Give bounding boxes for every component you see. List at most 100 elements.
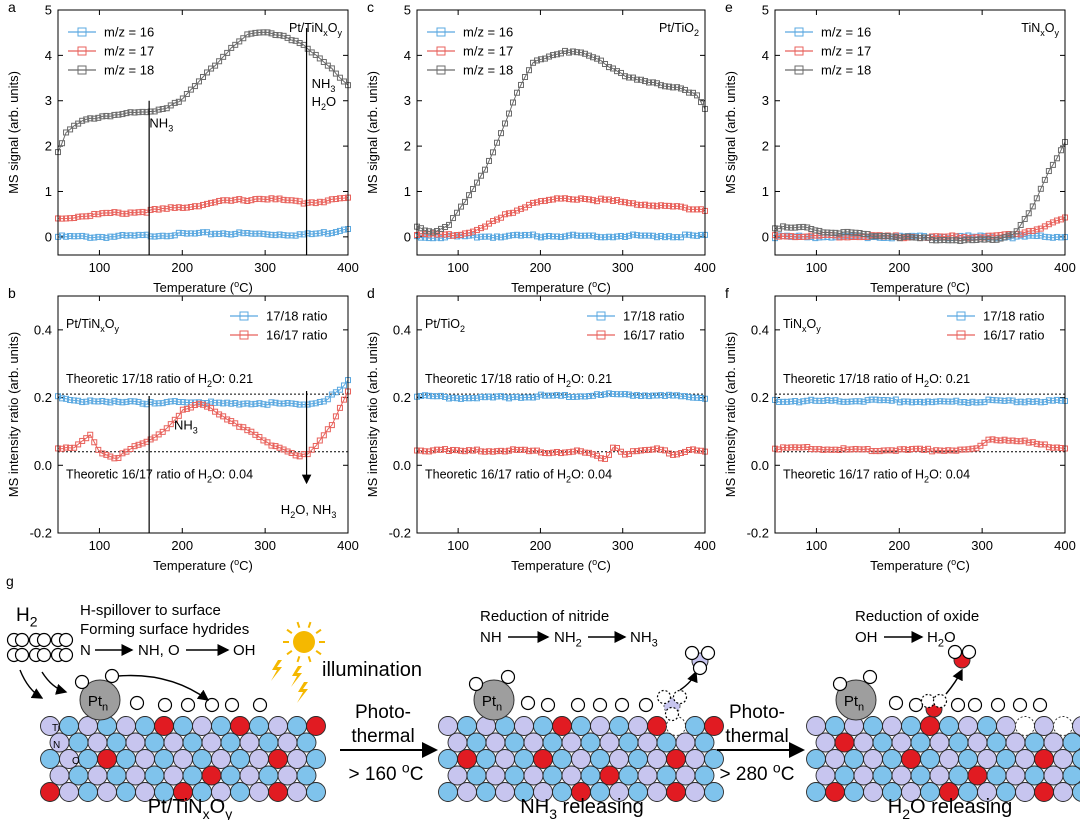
pt-atom — [473, 679, 515, 721]
x-axis-label: Temperature (oC) — [511, 557, 611, 573]
data-point — [578, 49, 584, 56]
data-point — [228, 231, 235, 238]
data-point — [252, 29, 259, 36]
lattice-atom — [514, 749, 534, 769]
pt-label: Ptn — [844, 693, 864, 714]
data-point — [989, 236, 996, 243]
data-point — [63, 129, 70, 136]
lattice-atom — [694, 732, 715, 753]
y-tick-label: 0 — [404, 229, 411, 244]
data-point — [929, 399, 936, 406]
lattice-atom — [647, 749, 667, 769]
data-point — [75, 441, 82, 448]
data-point — [195, 229, 202, 236]
data-point — [224, 416, 231, 423]
sun-icon — [283, 621, 325, 663]
arrow1-photo: Photo- — [355, 702, 411, 723]
series-line — [57, 228, 349, 239]
data-point — [91, 439, 98, 446]
data-point — [776, 233, 783, 240]
data-point — [103, 398, 110, 405]
lattice-atom — [609, 716, 629, 736]
arrow1-temp: > 160 oC — [349, 759, 424, 785]
data-point — [288, 400, 295, 407]
legend-marker — [794, 27, 804, 37]
data-point — [602, 455, 608, 462]
data-point — [510, 394, 516, 401]
data-point — [59, 395, 66, 402]
data-point — [506, 232, 512, 239]
legend-item: m/z = 17 — [68, 44, 154, 59]
data-point — [304, 451, 311, 458]
data-point — [454, 232, 460, 239]
data-point — [574, 232, 580, 239]
data-point — [602, 196, 608, 203]
data-point — [888, 233, 895, 240]
data-point — [312, 51, 319, 58]
data-point — [312, 230, 319, 237]
lattice-atom — [704, 782, 724, 802]
data-point — [670, 84, 676, 91]
legend-marker — [239, 311, 249, 321]
data-point — [678, 203, 684, 210]
lattice-atom — [996, 716, 1016, 736]
data-point — [929, 237, 936, 244]
data-point — [438, 446, 444, 453]
lattice-atom — [258, 765, 279, 786]
data-point — [224, 231, 231, 238]
lattice-atom — [580, 732, 601, 753]
lattice-atom — [230, 749, 250, 769]
data-point — [961, 237, 968, 244]
data-point — [236, 196, 243, 203]
data-point — [566, 393, 572, 400]
data-point — [570, 48, 576, 55]
data-point — [642, 447, 648, 454]
lattice-atom — [116, 716, 136, 736]
data-point — [296, 231, 303, 238]
legend-marker — [77, 46, 87, 56]
data-point — [606, 64, 612, 71]
data-point — [450, 446, 456, 453]
data-point — [1021, 215, 1028, 222]
lattice-atom — [675, 732, 696, 753]
theoretic-17-18-label: Theoretic 17/18 ratio of H2O: 0.21 — [425, 372, 612, 389]
data-point — [804, 224, 811, 231]
data-point — [780, 223, 787, 230]
data-point — [422, 448, 428, 455]
data-point — [191, 83, 198, 90]
lattice-atom — [504, 732, 525, 753]
data-point — [852, 234, 859, 241]
y-tick-label: 4 — [45, 48, 52, 63]
data-point — [252, 196, 259, 203]
hydrogen-atom — [961, 644, 977, 660]
data-point — [844, 228, 851, 235]
step3-h2o: H2O — [927, 629, 956, 650]
hydrogen-atom — [990, 697, 1006, 713]
data-point — [908, 399, 915, 406]
data-point — [546, 450, 552, 457]
data-point — [320, 229, 327, 236]
step3-title: Reduction of oxide — [855, 608, 979, 625]
caption-nh3-releasing: NH3 releasing — [520, 796, 643, 820]
data-point — [232, 196, 239, 203]
hydrogen-atom — [967, 697, 983, 713]
data-point — [776, 398, 783, 405]
data-point — [316, 399, 323, 406]
data-point — [470, 228, 476, 235]
data-point — [945, 398, 952, 405]
data-point — [646, 232, 652, 239]
data-point — [1029, 439, 1036, 446]
hydrogen-atom — [888, 695, 904, 711]
series-m-z-16 — [55, 225, 351, 241]
data-point — [111, 397, 118, 404]
data-point — [662, 234, 668, 241]
data-point — [340, 226, 347, 233]
data-point — [518, 232, 524, 239]
data-point — [107, 399, 114, 406]
data-point — [614, 445, 620, 452]
hydrogen-atom — [862, 669, 878, 685]
data-point — [654, 445, 660, 452]
data-point — [949, 398, 956, 405]
data-point — [462, 230, 468, 237]
data-point — [888, 397, 895, 404]
